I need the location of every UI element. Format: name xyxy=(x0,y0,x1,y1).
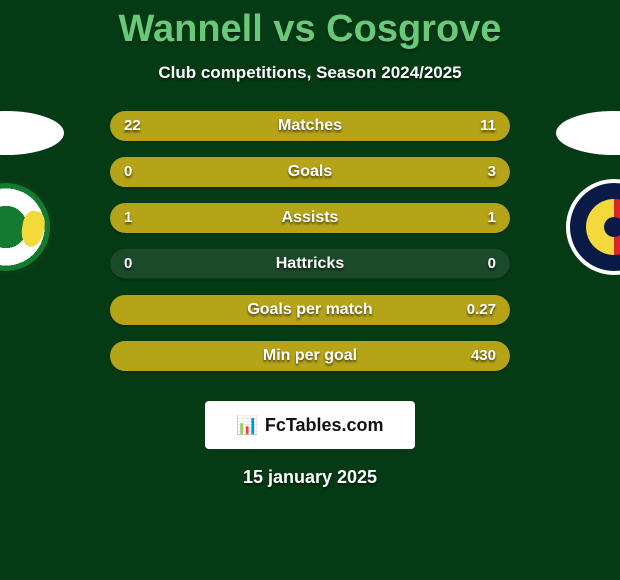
date-label: 15 january 2025 xyxy=(0,467,620,488)
stat-row: Min per goal430 xyxy=(110,341,510,371)
stat-value-left: 0 xyxy=(124,157,132,187)
branding-text: FcTables.com xyxy=(265,415,384,436)
branding-icon: 📊 xyxy=(236,415,258,436)
stat-bars: Matches2211Goals03Assists11Hattricks00Go… xyxy=(110,111,510,387)
player-right xyxy=(556,111,620,275)
page-title: Wannell vs Cosgrove xyxy=(0,0,620,51)
stat-value-right: 430 xyxy=(471,341,496,371)
stat-label: Min per goal xyxy=(110,341,510,371)
stat-value-right: 11 xyxy=(480,111,496,141)
stat-value-left: 22 xyxy=(124,111,141,141)
branding-box: 📊 FcTables.com xyxy=(205,401,415,449)
stat-value-left: 1 xyxy=(124,203,132,233)
stat-row: Goals0 3 xyxy=(110,157,510,187)
stat-row: Assists1 1 xyxy=(110,203,510,233)
stat-value-left: 0 xyxy=(124,249,132,279)
comparison-stage: Matches2211Goals03Assists11Hattricks00Go… xyxy=(0,111,620,391)
stat-value-right: 0.27 xyxy=(467,295,496,325)
stat-value-right: 0 xyxy=(488,249,496,279)
player-left xyxy=(0,111,64,275)
player-left-avatar xyxy=(0,111,64,155)
stat-value-right: 3 xyxy=(488,157,496,187)
stat-row: Goals per match0.27 xyxy=(110,295,510,325)
stat-label: Matches xyxy=(110,111,510,141)
stat-label: Hattricks xyxy=(110,249,510,279)
club-badge-right xyxy=(566,179,620,275)
player-right-avatar xyxy=(556,111,620,155)
stat-label: Assists xyxy=(110,203,510,233)
subtitle: Club competitions, Season 2024/2025 xyxy=(0,63,620,83)
club-badge-left xyxy=(0,179,54,275)
club-badge-right-inner xyxy=(586,199,620,255)
stat-label: Goals xyxy=(110,157,510,187)
stat-value-right: 1 xyxy=(488,203,496,233)
stat-row: Matches22 11 xyxy=(110,111,510,141)
stat-row: Hattricks0 0 xyxy=(110,249,510,279)
stat-label: Goals per match xyxy=(110,295,510,325)
